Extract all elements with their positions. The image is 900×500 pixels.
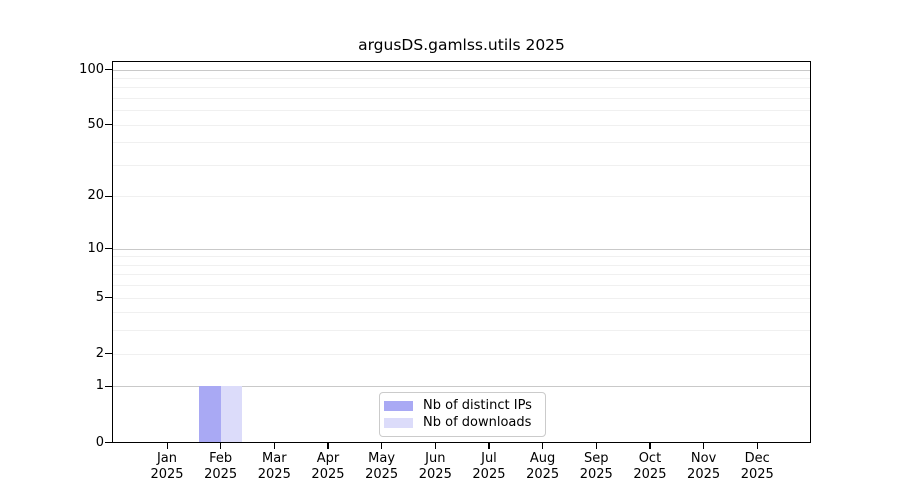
gridline-major-10 [113, 248, 810, 250]
y-tick-label-0: 0 [95, 434, 104, 450]
x-tick-label-jun: Jun 2025 [418, 451, 452, 482]
legend: Nb of distinct IPs Nb of downloads [379, 392, 546, 437]
gridline-minor-3 [113, 330, 810, 332]
x-tick-label-jan: Jan 2025 [150, 451, 184, 482]
legend-item-distinct-ips: Nb of distinct IPs [384, 397, 539, 413]
x-tick-jul [488, 443, 490, 449]
gridline-minor-7 [113, 274, 810, 276]
y-tick-100 [105, 69, 112, 71]
x-tick-label-jul: Jul 2025 [472, 451, 506, 482]
x-tick-jun [434, 443, 436, 449]
x-tick-apr [327, 443, 329, 449]
y-tick-label-10: 10 [87, 240, 104, 256]
legend-swatch-distinct-ips-icon [384, 400, 413, 411]
gridline-minor-60 [113, 110, 810, 112]
gridline-minor-50 [113, 124, 810, 126]
bar-nb-of-downloads-feb [220, 386, 243, 442]
gridline-minor-30 [113, 164, 810, 166]
x-tick-label-dec: Dec 2025 [740, 451, 774, 482]
gridline-minor-80 [113, 87, 810, 89]
x-tick-label-mar: Mar 2025 [257, 451, 291, 482]
gridline-minor-90 [113, 77, 810, 79]
gridline-minor-70 [113, 97, 810, 99]
x-tick-dec [756, 443, 758, 449]
x-tick-may [381, 443, 383, 449]
gridline-minor-8 [113, 264, 810, 266]
x-tick-oct [649, 443, 651, 449]
y-tick-label-2: 2 [95, 345, 104, 361]
legend-label-downloads: Nb of downloads [423, 415, 532, 431]
bar-nb-of-distinct-ips-feb [199, 386, 221, 442]
x-tick-sep [595, 443, 597, 449]
x-tick-label-sep: Sep 2025 [579, 451, 613, 482]
y-tick-label-1: 1 [95, 378, 104, 394]
y-tick-1 [105, 385, 112, 388]
legend-item-downloads: Nb of downloads [384, 416, 539, 430]
gridline-minor-40 [113, 142, 810, 144]
gridline-minor-4 [113, 312, 810, 314]
gridline-major-1 [113, 386, 810, 388]
y-tick-2 [105, 353, 112, 355]
y-tick-label-5: 5 [95, 289, 104, 305]
x-tick-label-apr: Apr 2025 [311, 451, 345, 482]
y-tick-5 [105, 297, 112, 299]
x-tick-label-may: May 2025 [365, 451, 399, 482]
chart-title: argusDS.gamlss.utils 2025 [358, 36, 565, 54]
legend-label-distinct-ips: Nb of distinct IPs [423, 397, 532, 413]
legend-swatch-downloads-icon [384, 418, 413, 429]
x-tick-label-nov: Nov 2025 [687, 451, 721, 482]
x-tick-nov [703, 443, 705, 449]
y-tick-0 [105, 442, 112, 444]
plot-area [112, 61, 811, 443]
y-tick-10 [105, 248, 112, 250]
y-tick-20 [105, 195, 112, 198]
x-tick-aug [542, 443, 544, 449]
gridline-major-100 [113, 69, 810, 71]
x-tick-mar [273, 443, 275, 449]
gridline-minor-6 [113, 285, 810, 287]
x-tick-label-oct: Oct 2025 [633, 451, 667, 482]
gridline-minor-5 [113, 297, 810, 299]
gridline-minor-9 [113, 256, 810, 258]
x-tick-label-aug: Aug 2025 [526, 451, 560, 482]
x-tick-jan [166, 443, 168, 449]
y-tick-label-100: 100 [79, 61, 104, 77]
y-tick-50 [105, 124, 112, 126]
x-tick-feb [220, 443, 222, 449]
y-tick-label-50: 50 [87, 116, 104, 132]
gridline-minor-2 [113, 353, 810, 355]
y-tick-label-20: 20 [87, 188, 104, 204]
x-tick-label-feb: Feb 2025 [204, 451, 238, 482]
gridline-minor-20 [113, 196, 810, 198]
